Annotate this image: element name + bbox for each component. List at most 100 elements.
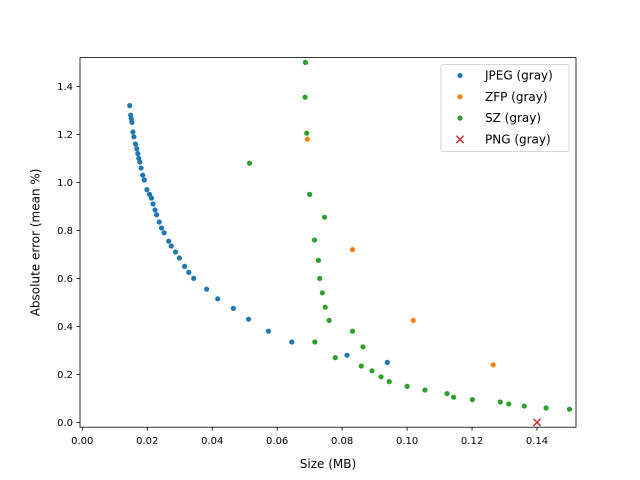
sz-point	[302, 59, 309, 65]
sz-point	[332, 355, 338, 361]
legend-label-sz: SZ (gray)	[485, 111, 541, 125]
jpeg-point	[158, 225, 165, 231]
y-tick-label: 0.4	[57, 322, 73, 333]
x-tick-label: 0.10	[396, 436, 418, 447]
jpeg-point	[129, 119, 135, 125]
sz-point	[302, 94, 308, 100]
legend-label-zfp: ZFP (gray)	[485, 90, 548, 104]
sz-point	[444, 391, 450, 397]
jpeg-point	[144, 187, 150, 193]
sz-point	[311, 237, 318, 243]
jpeg-point	[265, 328, 271, 334]
y-tick-label: 1.4	[57, 82, 73, 93]
jpeg-point	[137, 159, 143, 165]
x-tick-label: 0.06	[266, 436, 288, 447]
sz-point	[497, 399, 503, 405]
jpeg-point	[140, 172, 146, 178]
jpeg-point	[230, 305, 236, 311]
jpeg-point	[141, 177, 147, 183]
legend-marker-sz	[457, 115, 463, 121]
sz-point	[378, 374, 384, 380]
jpeg-point	[215, 296, 221, 302]
sz-point	[450, 394, 457, 400]
sz-point	[404, 383, 410, 389]
jpeg-point	[344, 352, 350, 358]
zfp-point	[304, 136, 310, 142]
y-axis-label: Absolute error (mean %)	[29, 169, 43, 317]
jpeg-point	[131, 134, 137, 140]
x-tick-label: 0.12	[461, 436, 483, 447]
sz-point	[322, 304, 328, 310]
sz-point	[307, 191, 313, 197]
zfp-point	[490, 362, 496, 368]
jpeg-point	[150, 201, 156, 207]
jpeg-point	[156, 219, 162, 225]
sz-point	[469, 397, 475, 403]
sz-point	[422, 387, 428, 393]
jpeg-point	[132, 141, 139, 147]
sz-point	[349, 328, 356, 334]
legend-marker-zfp	[457, 94, 463, 100]
sz-point	[506, 401, 512, 407]
zfp-point	[410, 317, 416, 323]
jpeg-point	[204, 286, 210, 292]
jpeg-point	[172, 249, 179, 255]
jpeg-point	[127, 103, 133, 109]
sz-point	[386, 379, 392, 385]
jpeg-point	[152, 207, 158, 213]
jpeg-point	[384, 359, 390, 365]
jpeg-point	[161, 230, 167, 236]
sz-point	[543, 405, 549, 411]
y-tick-label: 0.8	[57, 226, 73, 237]
legend-marker-png	[455, 135, 465, 144]
jpeg-point	[130, 129, 136, 135]
y-tick-label: 0.2	[57, 370, 73, 381]
legend-box	[440, 64, 570, 152]
sz-point	[521, 403, 527, 409]
sz-point	[360, 344, 366, 350]
sz-point	[317, 275, 323, 281]
x-tick-label: 0.08	[331, 436, 353, 447]
y-tick-label: 1.2	[57, 130, 73, 141]
x-tick-label: 0.02	[136, 436, 158, 447]
jpeg-point	[176, 255, 182, 261]
x-axis-label: Size (MB)	[300, 457, 356, 471]
jpeg-point	[191, 275, 197, 281]
jpeg-point	[289, 339, 295, 345]
sz-point	[246, 160, 253, 166]
x-axis-ticks: 0.00 0.02 0.04 0.06 0.08 0.10 0.12 0.14	[71, 427, 548, 447]
legend-label-jpeg: JPEG (gray)	[484, 69, 553, 83]
x-tick-label: 0.00	[71, 436, 93, 447]
x-tick-label: 0.14	[526, 436, 548, 447]
jpeg-point	[166, 238, 172, 244]
jpeg-point	[134, 146, 140, 152]
sz-point	[566, 406, 573, 412]
axes-frame	[79, 57, 577, 428]
y-tick-label: 0.0	[57, 418, 73, 429]
legend: JPEG (gray) ZFP (gray) SZ (gray) PNG (gray)	[440, 64, 570, 152]
sz-point	[358, 363, 364, 369]
data-points	[127, 59, 573, 427]
zfp-point	[349, 247, 356, 253]
jpeg-point	[138, 165, 144, 171]
sz-point	[312, 339, 318, 345]
sz-point	[369, 368, 375, 374]
jpeg-point	[181, 263, 188, 269]
y-tick-label: 0.6	[57, 274, 73, 285]
jpeg-point	[186, 269, 192, 275]
jpeg-point	[154, 212, 160, 218]
jpeg-point	[245, 316, 252, 322]
sz-point	[304, 130, 310, 136]
y-axis-ticks: 0.0 0.2 0.4 0.6 0.8 1.0 1.2 1.4	[57, 82, 80, 429]
jpeg-point	[148, 195, 155, 201]
jpeg-point	[168, 243, 174, 249]
legend-label-png: PNG (gray)	[485, 132, 551, 146]
png-point	[532, 418, 542, 427]
sz-point	[319, 290, 325, 296]
sz-point	[321, 214, 328, 220]
sz-point	[315, 257, 322, 263]
legend-marker-jpeg	[457, 72, 463, 79]
sz-point	[326, 317, 332, 323]
x-tick-label: 0.04	[201, 436, 223, 447]
